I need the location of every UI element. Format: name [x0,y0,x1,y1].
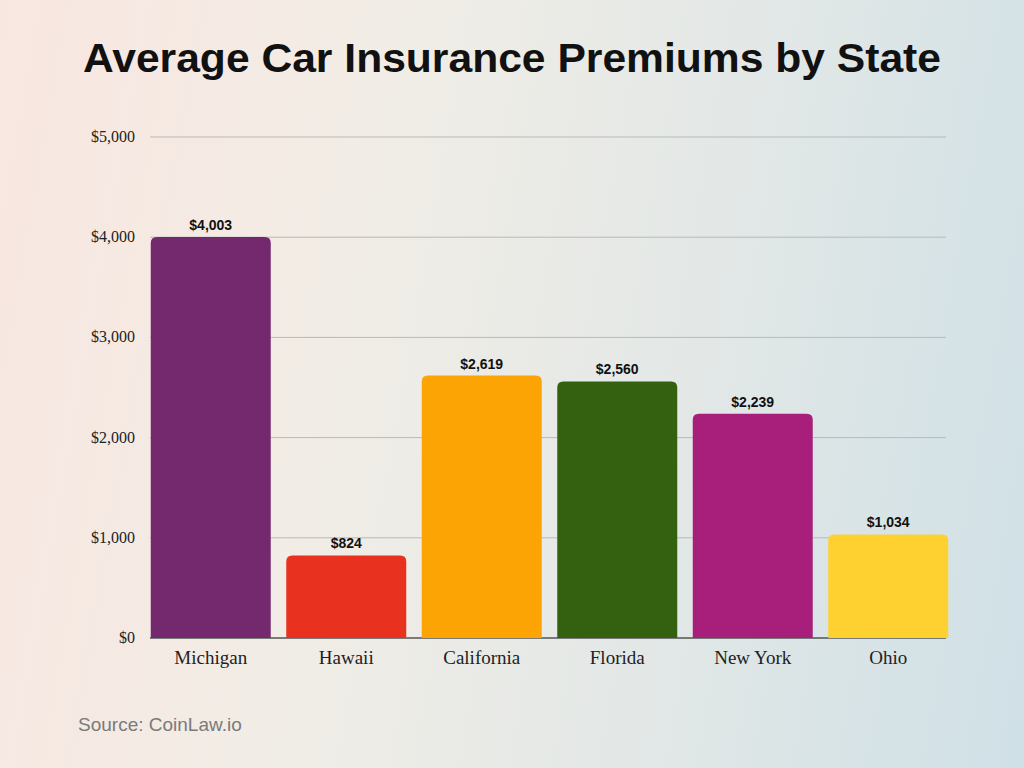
x-tick-label: Michigan [174,647,247,668]
data-label: $4,003 [189,217,232,233]
chart-svg: Average Car Insurance Premiums by State $… [0,0,1024,768]
x-tick-label: Florida [590,647,645,668]
bar [693,414,813,638]
data-label: $824 [331,535,362,551]
x-tick-label: Hawaii [319,647,374,668]
data-label: $1,034 [867,514,910,530]
bar [828,534,948,638]
data-label: $2,239 [731,394,774,410]
chart-root: Average Car Insurance Premiums by State $… [0,0,1024,768]
bar [422,376,542,638]
source-note: Source: CoinLaw.io [78,714,242,735]
x-tick-label: Ohio [869,647,907,668]
bar [286,555,406,638]
bar [557,381,677,638]
y-tick-label: $3,000 [91,328,135,345]
data-label: $2,560 [596,361,639,377]
y-tick-label: $1,000 [91,529,135,546]
x-tick-label: New York [714,647,792,668]
labels: $4,003 $824 $2,619 $2,560 $2,239 $1,034 [189,217,910,552]
y-tick-label: $5,000 [91,128,135,145]
grid-line [150,137,946,138]
y-tick-label: $2,000 [91,429,135,446]
y-tick-label: $4,000 [91,228,135,245]
y-tick-label: $0 [119,629,135,646]
y-axis: $0 $1,000 $2,000 $3,000 $4,000 $5,000 [91,128,946,646]
bars [151,237,949,638]
x-tick-label: California [443,647,521,668]
grid-line [150,237,946,238]
bar [151,237,271,638]
title: Average Car Insurance Premiums by State [83,36,941,80]
data-label: $2,619 [460,356,503,372]
